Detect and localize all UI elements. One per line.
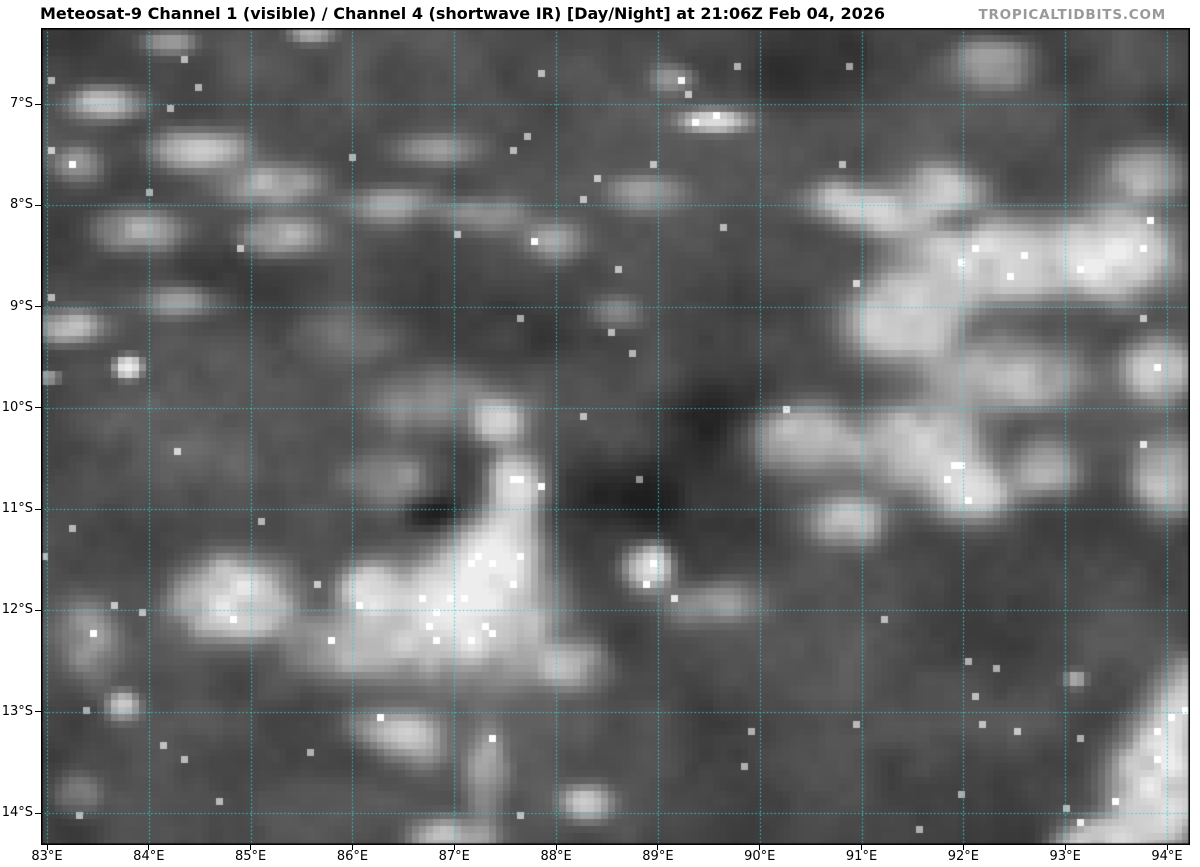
lon-tick-label: 93°E (1049, 849, 1081, 864)
image-title: Meteosat-9 Channel 1 (visible) / Channel… (40, 4, 886, 23)
lat-tick-label: 14°S (1, 805, 33, 821)
lat-tick-label: 9°S (9, 298, 33, 314)
lat-tick-label: 8°S (9, 197, 33, 213)
lat-tick-mark (35, 609, 41, 611)
lon-tick-label: 85°E (234, 849, 267, 864)
lon-tick-mark (861, 845, 863, 850)
lat-tick-mark (35, 407, 41, 409)
lon-tick-mark (1166, 845, 1168, 850)
lon-tick-label: 89°E (642, 849, 674, 864)
lon-tick-mark (962, 845, 964, 850)
lat-tick-mark (35, 103, 41, 105)
lon-tick-label: 88°E (540, 849, 572, 864)
lon-tick-label: 94°E (1151, 849, 1183, 864)
lon-tick-label: 84°E (133, 849, 165, 864)
lat-tick-mark (35, 508, 41, 510)
lon-tick-mark (46, 845, 48, 850)
lat-tick-mark (35, 306, 41, 308)
satellite-imagery-canvas (41, 28, 1190, 845)
lon-tick-mark (148, 845, 150, 850)
lon-tick-label: 83°E (31, 849, 63, 864)
lon-tick-mark (351, 845, 353, 850)
lon-tick-label: 87°E (438, 849, 470, 864)
lat-tick-label: 7°S (9, 96, 33, 111)
lon-tick-mark (759, 845, 761, 850)
tropicaltidbits-watermark: TROPICALTIDBITS.COM (978, 7, 1166, 23)
lat-tick-label: 10°S (1, 399, 33, 415)
lon-tick-label: 90°E (744, 849, 776, 864)
lat-tick-mark (35, 711, 41, 713)
lat-tick-label: 11°S (1, 501, 33, 517)
lon-tick-label: 92°E (947, 849, 980, 864)
lat-tick-label: 13°S (1, 703, 33, 719)
lon-tick-label: 86°E (336, 849, 369, 864)
lat-tick-mark (35, 204, 41, 206)
lon-tick-mark (453, 845, 455, 850)
lon-tick-label: 91°E (845, 849, 878, 864)
lon-tick-mark (250, 845, 252, 850)
lat-tick-label: 12°S (1, 602, 33, 618)
lon-tick-mark (657, 845, 659, 850)
lon-tick-mark (1064, 845, 1066, 850)
lat-tick-mark (35, 812, 41, 814)
lon-tick-mark (555, 845, 557, 850)
